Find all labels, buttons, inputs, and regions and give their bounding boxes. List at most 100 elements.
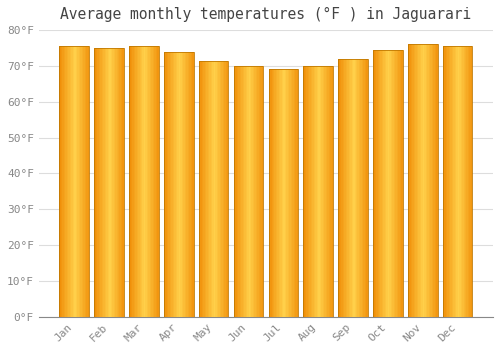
Bar (135, 46, 136, 317)
Bar (470, 46, 471, 317)
Bar (471, 46, 472, 317)
Bar (164, 51, 194, 317)
Bar (427, 44, 428, 317)
Bar (216, 61, 218, 317)
Bar (238, 66, 240, 317)
Bar (417, 44, 418, 317)
Bar (218, 61, 220, 317)
Bar (359, 59, 360, 317)
Bar (280, 70, 282, 317)
Bar (390, 50, 391, 317)
Bar (452, 46, 453, 317)
Title: Average monthly temperatures (°F ) in Jaguarari: Average monthly temperatures (°F ) in Ja… (60, 7, 472, 22)
Bar (324, 66, 326, 317)
Bar (424, 44, 426, 317)
Bar (312, 66, 314, 317)
Bar (373, 50, 402, 317)
Bar (144, 46, 146, 317)
Bar (62, 46, 64, 317)
Bar (167, 51, 168, 317)
Bar (114, 48, 115, 317)
Bar (260, 66, 262, 317)
Bar (138, 46, 140, 317)
Bar (450, 46, 452, 317)
Bar (129, 46, 159, 317)
Bar (215, 61, 216, 317)
Bar (189, 51, 190, 317)
Bar (247, 66, 248, 317)
Bar (61, 46, 62, 317)
Bar (94, 48, 96, 317)
Bar (199, 61, 228, 317)
Bar (278, 70, 279, 317)
Bar (154, 46, 156, 317)
Bar (306, 66, 308, 317)
Bar (221, 61, 222, 317)
Bar (100, 48, 102, 317)
Bar (235, 66, 236, 317)
Bar (430, 44, 432, 317)
Bar (109, 48, 110, 317)
Bar (208, 61, 209, 317)
Bar (220, 61, 221, 317)
Bar (273, 70, 274, 317)
Bar (214, 61, 215, 317)
Bar (98, 48, 100, 317)
Bar (408, 44, 438, 317)
Bar (376, 50, 378, 317)
Bar (120, 48, 121, 317)
Bar (379, 50, 380, 317)
Bar (234, 66, 235, 317)
Bar (262, 66, 264, 317)
Bar (186, 51, 188, 317)
Bar (176, 51, 178, 317)
Bar (142, 46, 144, 317)
Bar (60, 46, 89, 317)
Bar (378, 50, 379, 317)
Bar (340, 59, 341, 317)
Bar (285, 70, 286, 317)
Bar (164, 51, 194, 317)
Bar (236, 66, 238, 317)
Bar (446, 46, 447, 317)
Bar (418, 44, 420, 317)
Bar (274, 70, 276, 317)
Bar (332, 66, 333, 317)
Bar (295, 70, 296, 317)
Bar (222, 61, 224, 317)
Bar (68, 46, 70, 317)
Bar (365, 59, 366, 317)
Bar (288, 70, 290, 317)
Bar (314, 66, 315, 317)
Bar (380, 50, 382, 317)
Bar (205, 61, 206, 317)
Bar (384, 50, 385, 317)
Bar (209, 61, 210, 317)
Bar (72, 46, 73, 317)
Bar (106, 48, 108, 317)
Bar (304, 66, 333, 317)
Bar (129, 46, 159, 317)
Bar (103, 48, 104, 317)
Bar (458, 46, 459, 317)
Bar (443, 46, 472, 317)
Bar (328, 66, 330, 317)
Bar (290, 70, 291, 317)
Bar (82, 46, 83, 317)
Bar (129, 46, 130, 317)
Bar (240, 66, 241, 317)
Bar (391, 50, 392, 317)
Bar (310, 66, 311, 317)
Bar (132, 46, 134, 317)
Bar (116, 48, 118, 317)
Bar (327, 66, 328, 317)
Bar (64, 46, 66, 317)
Bar (356, 59, 358, 317)
Bar (291, 70, 292, 317)
Bar (414, 44, 416, 317)
Bar (136, 46, 138, 317)
Bar (178, 51, 179, 317)
Bar (70, 46, 71, 317)
Bar (382, 50, 384, 317)
Bar (73, 46, 74, 317)
